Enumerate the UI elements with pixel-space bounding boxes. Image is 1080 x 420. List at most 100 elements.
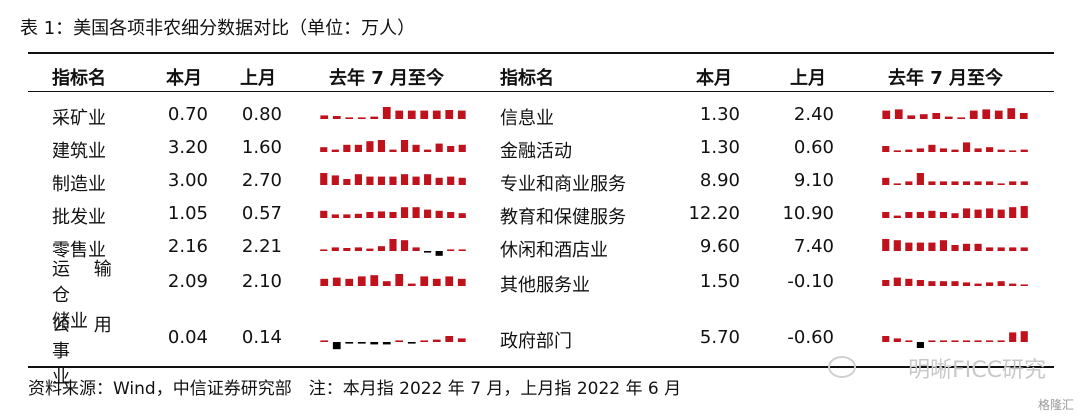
spark-bar — [420, 110, 429, 119]
trend-sparkline — [882, 206, 1028, 218]
spark-bar — [331, 175, 339, 185]
header-trend-left: 去年 7 月至今 — [329, 68, 445, 89]
top-rule — [28, 52, 1054, 54]
header-this-left: 本月 — [166, 68, 202, 89]
row-label: 制造业 — [52, 174, 106, 195]
table-caption: 表 1：美国各项非农细分数据对比（单位：万人） — [20, 18, 416, 39]
row-label: 专业和商业服务 — [500, 174, 626, 195]
spark-bar — [382, 107, 391, 119]
spark-bar — [882, 110, 891, 119]
spark-bar — [366, 212, 374, 218]
this-month-value: 2.09 — [167, 271, 208, 292]
spark-bar — [893, 215, 901, 218]
this-month-value: 9.60 — [699, 236, 740, 257]
spark-bar — [435, 143, 443, 152]
spark-bar — [905, 181, 913, 185]
last-month-value: 0.80 — [241, 104, 282, 125]
spark-bar — [407, 342, 416, 344]
spark-bar — [939, 340, 948, 342]
spark-bar — [435, 251, 443, 256]
spark-bar — [412, 176, 420, 185]
watermark: 明晰FICC研究 — [908, 358, 1046, 383]
spark-bar — [944, 116, 953, 119]
spark-bar — [928, 144, 936, 152]
spark-bar — [893, 183, 901, 185]
header-name-right: 指标名 — [500, 68, 554, 89]
header-name-left: 指标名 — [52, 68, 106, 89]
spark-bar — [320, 278, 329, 286]
spark-bar — [343, 214, 351, 218]
this-month-value: 3.00 — [167, 170, 208, 191]
spark-bar — [882, 336, 890, 342]
spark-bar — [345, 278, 354, 286]
spark-bar — [997, 281, 1005, 286]
row-label-line2: 储业 — [52, 311, 88, 332]
spark-bar — [370, 275, 379, 286]
spark-bar — [389, 239, 397, 251]
spark-bar — [997, 247, 1005, 251]
spark-bar — [986, 282, 994, 286]
last-month-value: 0.57 — [241, 203, 282, 224]
spark-bar — [400, 174, 409, 185]
spark-bar — [1009, 283, 1017, 286]
trend-sparkline — [320, 140, 466, 152]
spark-bar — [435, 210, 443, 218]
this-month-value: 3.20 — [167, 137, 208, 158]
spark-bar — [1009, 150, 1017, 152]
spark-bar — [974, 181, 982, 185]
spark-bar — [320, 147, 328, 152]
spark-bar — [447, 146, 455, 152]
spark-bar — [997, 340, 1005, 342]
spark-bar — [354, 174, 362, 185]
spark-bar — [1020, 149, 1028, 152]
spark-bar — [893, 338, 901, 342]
spark-bar — [445, 276, 454, 286]
spark-bar — [395, 110, 404, 119]
spark-bar — [320, 115, 329, 119]
trend-sparkline — [320, 207, 466, 218]
spark-bar — [320, 210, 328, 218]
spark-bar — [1007, 108, 1016, 119]
spark-bar — [1009, 247, 1017, 251]
spark-bar — [939, 148, 948, 152]
spark-bar — [424, 209, 432, 218]
spark-bar — [320, 340, 329, 342]
last-month-value: -0.60 — [787, 327, 834, 348]
spark-bar — [986, 247, 994, 251]
row-label: 休闲和酒店业 — [500, 240, 608, 261]
spark-bar — [331, 214, 339, 218]
last-month-value: 9.10 — [793, 170, 834, 191]
spark-bar — [354, 213, 362, 218]
spark-bar — [882, 239, 890, 251]
row-label: 公 用 事业 — [52, 313, 142, 391]
spark-bar — [916, 242, 924, 251]
spark-bar — [893, 240, 901, 251]
spark-bar — [331, 149, 339, 152]
trend-sparkline — [882, 142, 1028, 152]
spark-bar — [939, 240, 948, 251]
header-last-right: 上月 — [790, 68, 826, 89]
spark-bar — [395, 274, 404, 286]
spark-bar — [951, 149, 959, 152]
last-month-value: 1.60 — [241, 137, 282, 158]
spark-bar — [916, 148, 924, 152]
spark-bar — [1009, 332, 1017, 342]
spark-bar — [370, 116, 379, 119]
spark-bar — [994, 110, 1003, 119]
spark-bar — [343, 144, 351, 152]
row-label: 金融活动 — [500, 141, 572, 162]
last-month-value: 2.21 — [241, 236, 282, 257]
spark-bar — [412, 207, 420, 218]
spark-bar — [882, 280, 890, 286]
spark-bar — [412, 144, 420, 152]
last-month-value: 2.40 — [793, 104, 834, 125]
spark-bar — [343, 179, 351, 185]
last-month-value: 2.10 — [241, 271, 282, 292]
spark-bar — [928, 210, 936, 218]
spark-bar — [1020, 181, 1028, 185]
spark-bar — [370, 342, 379, 345]
spark-bar — [939, 281, 948, 286]
spark-bar — [1020, 284, 1028, 286]
spark-bar — [928, 181, 936, 185]
spark-bar — [389, 149, 397, 152]
